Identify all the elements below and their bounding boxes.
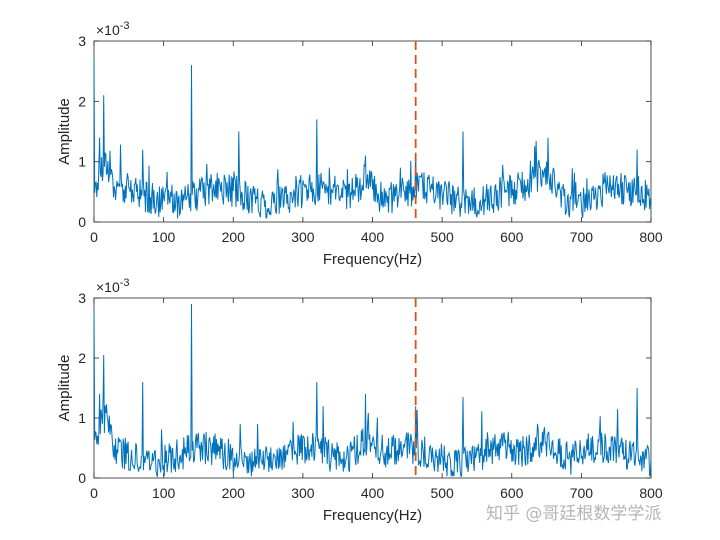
- y-tick-label: 3: [78, 33, 86, 49]
- x-axis-label: Frequency(Hz): [323, 507, 422, 524]
- y-axis-label: Amplitude: [56, 98, 73, 165]
- peak-point: [365, 155, 366, 156]
- peak-point: [462, 131, 463, 132]
- x-axis-label: Frequency(Hz): [323, 251, 422, 268]
- exponent-label: ×10-3: [96, 277, 130, 295]
- x-tick-label: 500: [430, 229, 454, 245]
- peak-point: [191, 65, 192, 66]
- x-tick-label: 400: [361, 485, 385, 501]
- plot-area: [93, 40, 652, 223]
- chart-panel-1: 0 100 200 300 400 500 600 700 800 0 1 2 3 ×10-3 Freque…: [56, 20, 663, 268]
- y-tick-label: 1: [78, 154, 86, 170]
- exponent-power: -3: [120, 20, 130, 32]
- x-tick-label: 100: [152, 229, 176, 245]
- x-tick-label: 0: [90, 229, 98, 245]
- y-tick-label: 1: [78, 410, 86, 426]
- spectrum-line: [93, 303, 652, 478]
- peak-point: [240, 423, 241, 424]
- y-axis-label: Amplitude: [56, 355, 73, 422]
- peak-point: [103, 95, 104, 96]
- x-tick-label: 600: [500, 229, 524, 245]
- peak-point: [142, 149, 143, 150]
- peak-point: [546, 161, 547, 162]
- peak-point: [365, 393, 366, 394]
- watermark: 知乎 @哥廷根数学学派: [486, 504, 662, 524]
- peak-point: [238, 131, 239, 132]
- peak-point: [93, 309, 94, 310]
- x-tick-label: 800: [639, 229, 663, 245]
- peak-point: [637, 149, 638, 150]
- x-tick-label: 800: [639, 485, 663, 501]
- y-tick-label: 0: [78, 214, 86, 230]
- x-tick-label: 100: [152, 485, 176, 501]
- x-tick-label: 0: [90, 485, 98, 501]
- peak-point: [462, 396, 463, 397]
- peak-point: [257, 423, 258, 424]
- peak-point: [99, 137, 100, 138]
- exponent-label: ×10-3: [96, 20, 130, 38]
- x-tick-label: 700: [570, 229, 594, 245]
- peak-point: [103, 354, 104, 355]
- y-tick-label: 0: [78, 470, 86, 486]
- x-tick-label: 400: [361, 229, 385, 245]
- peak-point: [637, 387, 638, 388]
- x-tick-label: 600: [500, 485, 524, 501]
- exponent-power: -3: [120, 277, 130, 289]
- peak-point: [99, 393, 100, 394]
- x-tick-label: 300: [291, 485, 315, 501]
- y-tick-label: 2: [78, 350, 86, 366]
- chart-panel-2: 0 100 200 300 400 500 600 700 800 0 1 2 3 ×10-3 Freque…: [56, 277, 663, 524]
- x-tick-label: 300: [291, 229, 315, 245]
- peak-point: [142, 381, 143, 382]
- y-tick-label: 2: [78, 93, 86, 109]
- x-tick-label: 500: [430, 485, 454, 501]
- y-tick-label: 3: [78, 290, 86, 306]
- x-tick-label: 700: [570, 485, 594, 501]
- peak-point: [93, 59, 94, 60]
- x-tick-label: 200: [222, 485, 246, 501]
- peak-point: [316, 381, 317, 382]
- x-tick-label: 200: [222, 229, 246, 245]
- peak-point: [415, 405, 416, 406]
- peak-point: [316, 119, 317, 120]
- peak-point: [191, 303, 192, 304]
- spectrum-line: [93, 59, 652, 219]
